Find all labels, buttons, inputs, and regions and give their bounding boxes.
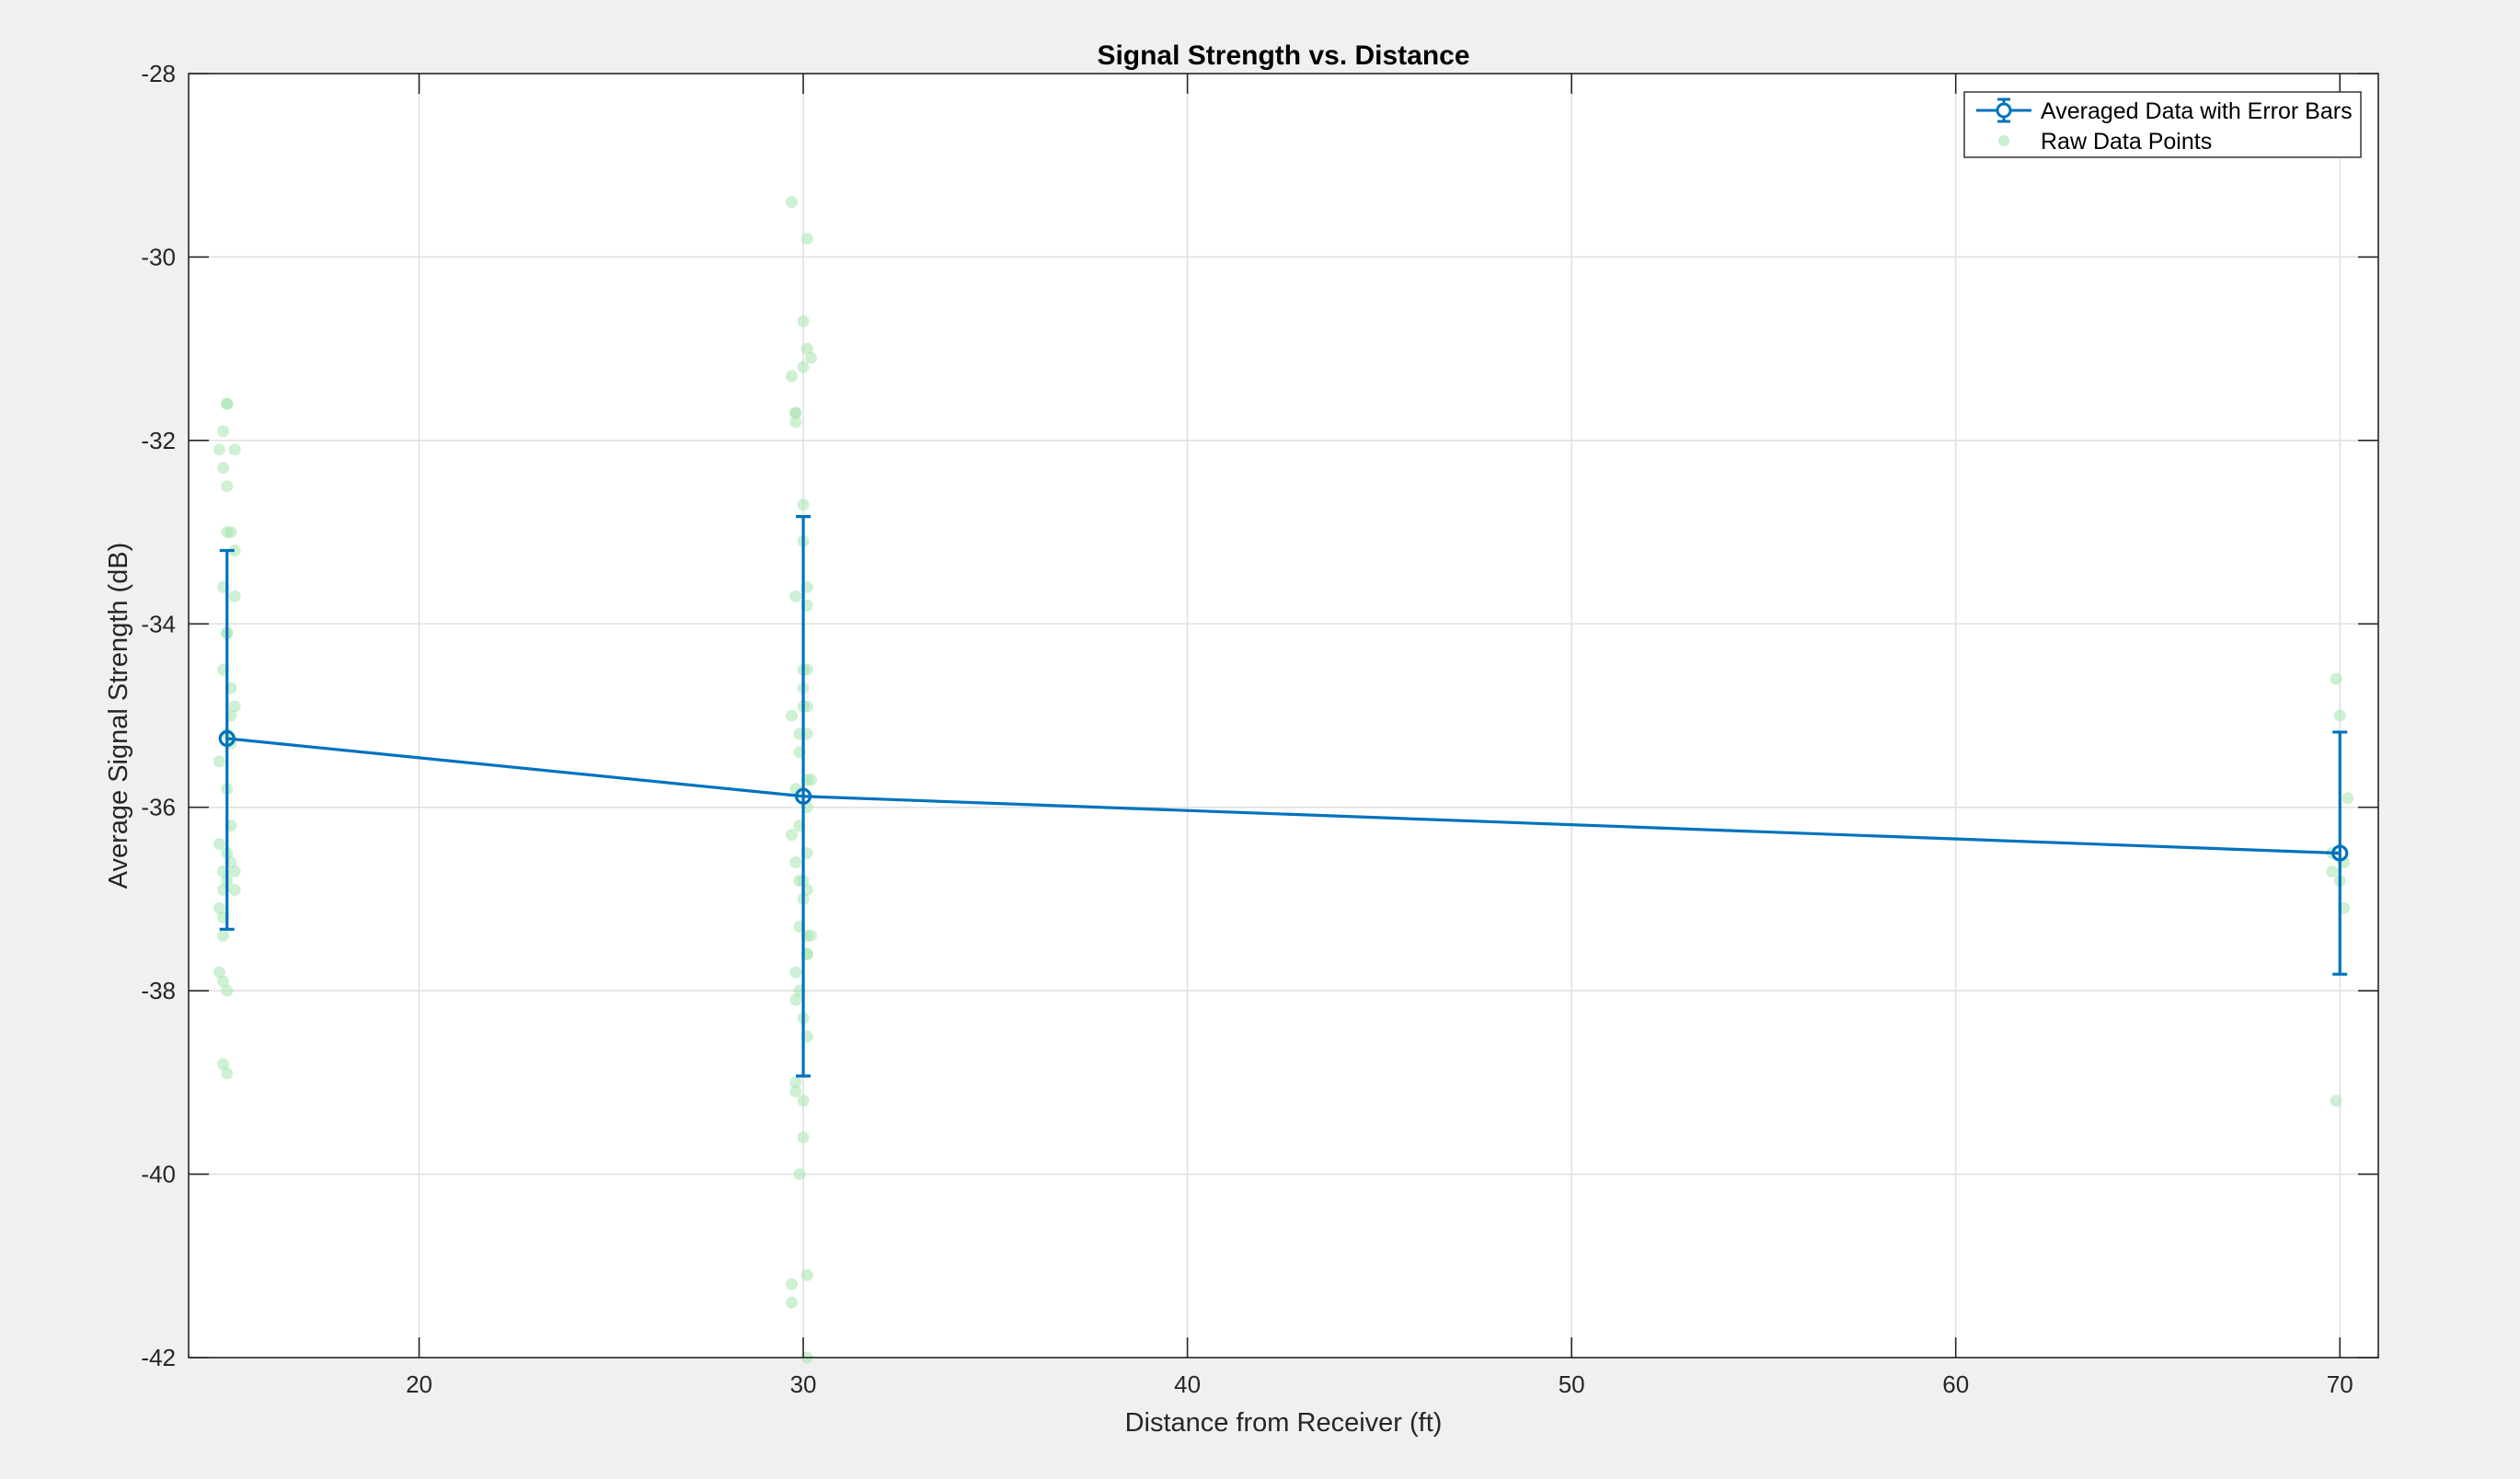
raw-data-point xyxy=(789,1076,802,1089)
x-tick-label: 30 xyxy=(790,1370,817,1398)
raw-data-point xyxy=(2330,672,2342,685)
raw-data-point xyxy=(789,416,802,429)
x-tick-label: 20 xyxy=(406,1370,432,1398)
error-bar xyxy=(219,548,235,931)
raw-data-point xyxy=(789,993,802,1006)
x-tick-label: 60 xyxy=(1942,1370,1969,1398)
legend-label-raw: Raw Data Points xyxy=(2041,129,2212,155)
axes-background xyxy=(189,74,2378,1358)
x-axis-label: Distance from Receiver (ft) xyxy=(1125,1408,1443,1438)
y-tick-label: -36 xyxy=(141,794,176,821)
raw-data-point xyxy=(217,425,230,438)
raw-data-point xyxy=(789,590,802,602)
raw-data-point xyxy=(786,829,799,842)
raw-data-point xyxy=(2326,866,2339,878)
legend-box xyxy=(1963,91,2362,158)
raw-data-point xyxy=(2330,1095,2342,1107)
raw-data-point xyxy=(797,361,810,373)
raw-data-point xyxy=(2342,792,2354,805)
raw-data-point xyxy=(786,370,799,383)
raw-data-point xyxy=(228,866,241,878)
raw-data-point xyxy=(221,480,234,493)
plot-area xyxy=(188,73,2379,1364)
raw-data-point xyxy=(221,397,234,410)
raw-data-point xyxy=(793,1168,806,1181)
raw-data-point xyxy=(213,901,225,914)
raw-data-point xyxy=(786,709,799,722)
raw-data-point xyxy=(804,774,817,786)
raw-data-point xyxy=(213,755,225,768)
raw-data-point xyxy=(797,315,810,327)
raw-data-point xyxy=(786,196,799,209)
y-tick-label: -28 xyxy=(141,60,176,87)
raw-data-point xyxy=(228,883,241,896)
y-tick-label: -40 xyxy=(141,1161,176,1188)
raw-data-point xyxy=(789,1085,802,1098)
raw-data-point xyxy=(789,856,802,869)
raw-data-point xyxy=(221,984,234,997)
x-tick-label: 40 xyxy=(1174,1370,1201,1398)
x-tick-label: 50 xyxy=(1559,1370,1585,1398)
raw-data-point xyxy=(797,1131,810,1144)
legend-swatch-raw xyxy=(1998,135,2009,146)
y-axis-label: Average Signal Strength (dB) xyxy=(104,543,133,889)
raw-data-point xyxy=(228,700,241,713)
raw-data-point xyxy=(213,838,225,851)
legend: Averaged Data with Error Bars Raw Data P… xyxy=(1963,91,2362,158)
raw-data-point xyxy=(228,443,241,456)
raw-data-point xyxy=(800,232,813,245)
error-bar xyxy=(796,515,811,1078)
raw-data-point xyxy=(2333,709,2346,722)
averaged-data-marker xyxy=(2331,844,2349,862)
raw-data-point xyxy=(804,351,817,364)
y-tick-label: -38 xyxy=(141,977,176,1004)
raw-data-point xyxy=(228,590,241,602)
y-tick-labels: -42 -40 -38 -36 -34 -32 -30 -28 xyxy=(141,60,176,1371)
legend-swatch-averaged xyxy=(1976,97,2031,123)
y-tick-label: -30 xyxy=(141,243,176,270)
raw-data-point xyxy=(217,1058,230,1071)
error-bar xyxy=(2332,730,2348,976)
averaged-data-series xyxy=(218,515,2349,1078)
raw-data-point xyxy=(786,1278,799,1290)
raw-data-point xyxy=(789,407,802,419)
averaged-data-marker xyxy=(794,787,812,805)
raw-data-point xyxy=(217,462,230,475)
y-tick-label: -34 xyxy=(141,610,176,637)
raw-data-point xyxy=(789,966,802,979)
averaged-data-marker xyxy=(218,729,236,748)
raw-data-point xyxy=(213,966,225,979)
raw-data-point xyxy=(217,929,230,942)
raw-data-point xyxy=(800,342,813,355)
chart-title: Signal Strength vs. Distance xyxy=(1097,40,1469,71)
axes-box xyxy=(188,73,2379,1359)
legend-label-averaged: Averaged Data with Error Bars xyxy=(2041,98,2353,124)
raw-data-point xyxy=(786,1296,799,1309)
axis-ticks xyxy=(189,73,2378,1359)
raw-data-point xyxy=(221,1067,234,1080)
raw-data-point xyxy=(217,975,230,988)
x-tick-labels: 20 30 40 50 60 70 xyxy=(406,1370,2353,1398)
raw-data-point xyxy=(224,526,237,539)
raw-data-point xyxy=(797,1095,810,1107)
x-tick-label: 70 xyxy=(2327,1370,2353,1398)
raw-data-point xyxy=(797,499,810,511)
y-tick-label: -32 xyxy=(141,427,176,454)
raw-data-point xyxy=(213,443,225,456)
y-tick-label: -42 xyxy=(141,1344,176,1371)
raw-data-point xyxy=(800,1268,813,1281)
raw-data-point xyxy=(228,545,241,557)
